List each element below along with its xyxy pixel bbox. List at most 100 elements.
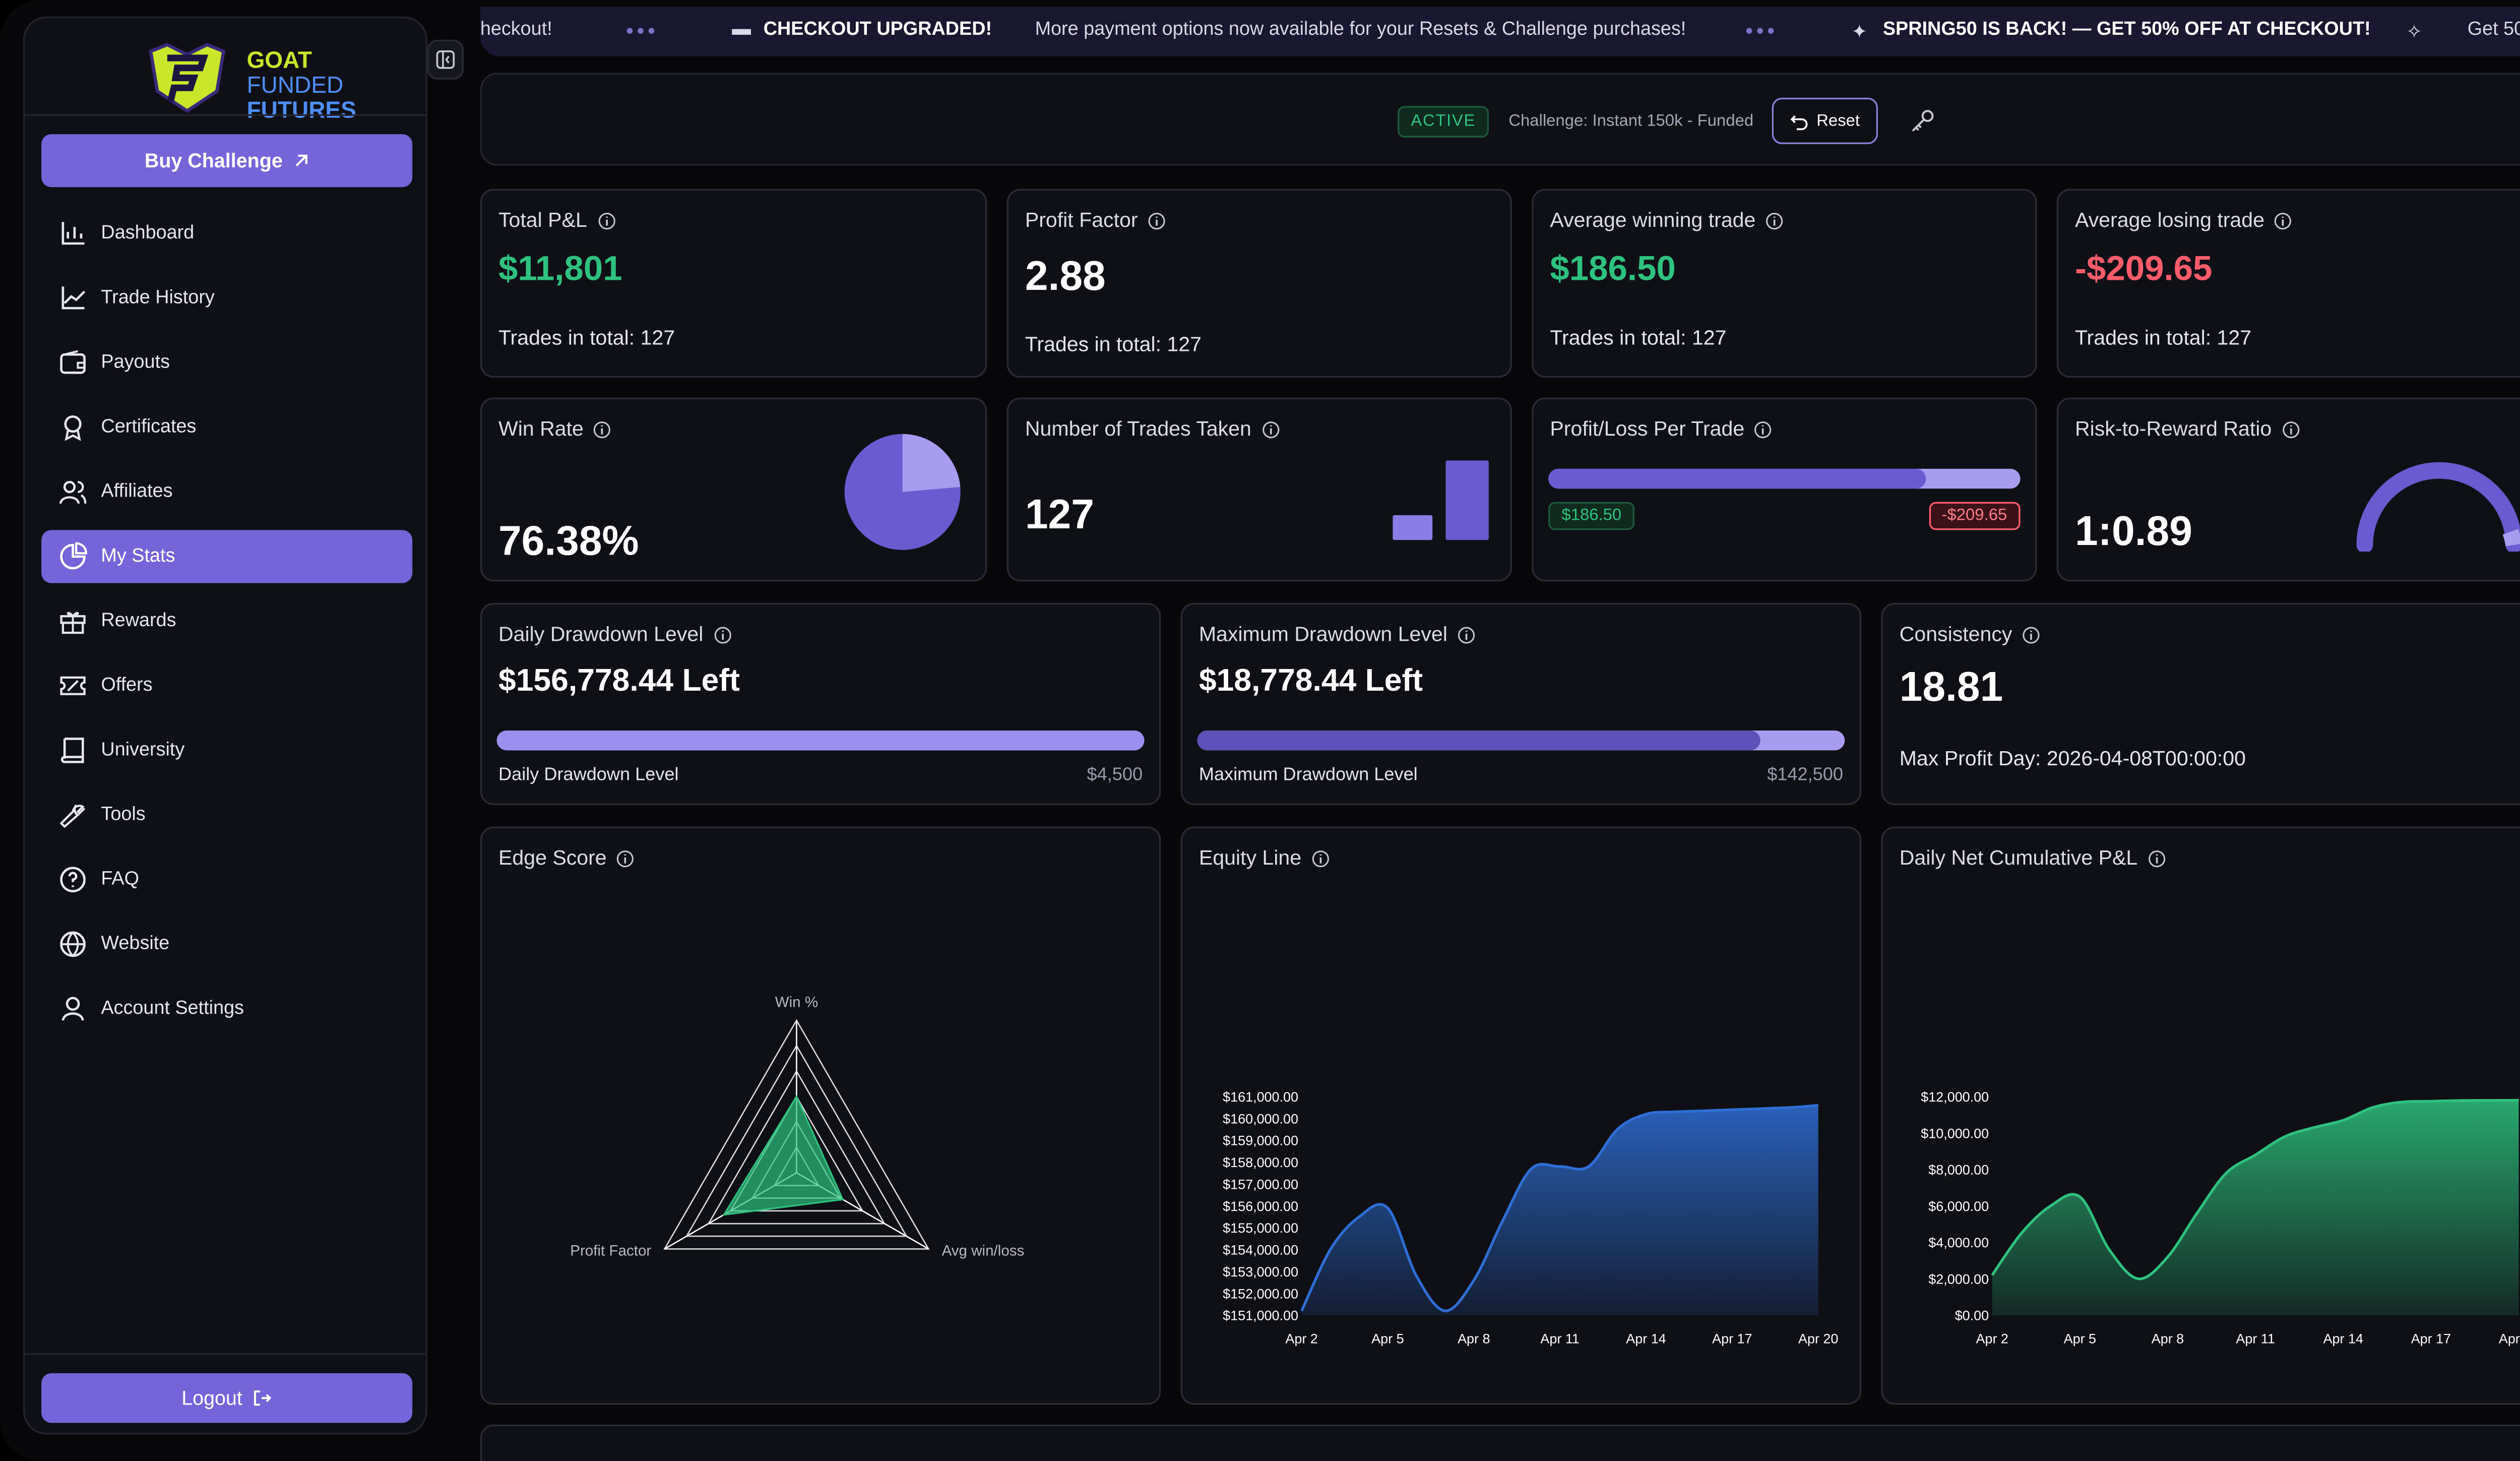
x-tick-label: Apr 5 xyxy=(1371,1331,1404,1347)
sidebar-item-certificates[interactable]: Certificates xyxy=(41,401,412,454)
sidebar-item-my-stats[interactable]: My Stats xyxy=(41,530,413,583)
buy-challenge-button[interactable]: Buy Challenge xyxy=(41,134,413,188)
globe-icon xyxy=(60,931,86,957)
y-tick-label: $152,000.00 xyxy=(1223,1286,1298,1301)
x-tick-label: Apr 5 xyxy=(2064,1331,2096,1347)
avg-loss-subtext: Trades in total: 127 xyxy=(2074,326,2252,350)
sidebar-item-label: My Stats xyxy=(101,546,175,567)
logo[interactable]: GOAT FUNDED FUTURES xyxy=(144,41,376,124)
sidebar-item-dashboard[interactable]: Dashboard xyxy=(41,207,412,260)
consistency-subtext: Max Profit Day: 2026-04-08T00:00:00 xyxy=(1899,747,2246,770)
info-icon[interactable] xyxy=(1262,420,1280,438)
info-icon[interactable] xyxy=(1766,211,1784,229)
ticker-trail-text: Get 50% xyxy=(2467,20,2520,40)
account-status-bar: ACTIVE Challenge: Instant 150k - Funded … xyxy=(480,73,2520,166)
info-icon[interactable] xyxy=(594,420,612,438)
sidebar-item-rewards[interactable]: Rewards xyxy=(41,595,412,648)
goat-logo-icon xyxy=(149,43,226,113)
key-icon[interactable] xyxy=(1909,108,1936,135)
sidebar-item-label: Website xyxy=(101,934,170,954)
radar-grid-ring xyxy=(685,1044,908,1237)
sidebar-item-trade-history[interactable]: Trade History xyxy=(41,272,412,325)
radar-value-area xyxy=(722,1094,844,1216)
sidebar-item-offers[interactable]: Offers xyxy=(41,659,412,712)
ticker-dots-icon: ••• xyxy=(625,18,659,43)
challenge-label: Challenge: Instant 150k - Funded xyxy=(1508,112,1754,131)
collapse-sidebar-button[interactable] xyxy=(427,39,464,80)
pl-ratio-bar xyxy=(1548,468,2021,489)
avg-win-subtext: Trades in total: 127 xyxy=(1550,326,1727,350)
info-icon[interactable] xyxy=(713,625,731,643)
sidebar-item-faq[interactable]: FAQ xyxy=(41,853,412,906)
next-section-card xyxy=(480,1424,2520,1461)
sidebar-item-label: Tools xyxy=(101,805,146,825)
equity-line-card: Equity Line $151,000.00 $152,000.00 $153,0… xyxy=(1180,826,1862,1405)
win-rate-pie xyxy=(844,434,961,550)
sidebar-item-website[interactable]: Website xyxy=(41,918,412,970)
info-icon[interactable] xyxy=(2022,625,2040,643)
info-icon[interactable] xyxy=(2148,849,2166,867)
sidebar-item-tools[interactable]: Tools xyxy=(41,788,412,841)
x-tick-label: Apr 14 xyxy=(1626,1331,1666,1347)
pl-per-trade-card: Profit/Loss Per Trade $186.50 -$209.65 xyxy=(1532,397,2037,582)
reset-button[interactable]: Reset xyxy=(1772,97,1878,144)
radar-axis-label: Avg win/loss xyxy=(942,1243,1025,1259)
info-icon[interactable] xyxy=(2282,420,2300,438)
card-title-text: Maximum Drawdown Level xyxy=(1199,623,1447,646)
sidebar-item-account-settings[interactable]: Account Settings xyxy=(41,982,412,1035)
info-icon[interactable] xyxy=(597,211,615,229)
gauge-arc xyxy=(2356,462,2520,552)
ticker-money-icon: ✧ xyxy=(2406,23,2422,43)
sidebar-item-label: Affiliates xyxy=(101,482,173,502)
sidebar-collapse-icon xyxy=(436,50,455,69)
y-tick-label: $154,000.00 xyxy=(1223,1243,1298,1258)
total-pnl-subtext: Trades in total: 127 xyxy=(498,326,675,350)
x-tick-label: Apr 2 xyxy=(1285,1331,1317,1347)
ticker-lead-text: heckout! xyxy=(480,20,552,40)
cumulative-pnl-chart: $0.00 $2,000.00 $4,000.00 $6,000.00 $8,000.0… xyxy=(1921,1089,2520,1347)
reset-label: Reset xyxy=(1816,111,1860,130)
win-rate-value: 76.38% xyxy=(498,518,639,565)
sidebar-item-label: Rewards xyxy=(101,611,176,631)
announcement-ticker[interactable]: heckout! ••• ▬ CHECKOUT UPGRADED! More p… xyxy=(480,7,2520,56)
info-icon[interactable] xyxy=(1458,625,1476,643)
info-icon[interactable] xyxy=(2275,211,2293,229)
edge-score-radar: Win % Profit Factor Avg win/loss xyxy=(570,994,1025,1259)
trades-bar-1 xyxy=(1393,515,1433,540)
y-tick-label: $0.00 xyxy=(1955,1308,1989,1323)
x-tick-label: Apr 8 xyxy=(2152,1331,2184,1347)
status-badge: ACTIVE xyxy=(1398,106,1489,138)
info-icon[interactable] xyxy=(1148,211,1166,229)
sidebar-item-affiliates[interactable]: Affiliates xyxy=(41,465,412,518)
wrench-icon xyxy=(59,804,86,828)
profit-factor-subtext: Trades in total: 127 xyxy=(1025,333,1202,356)
avg-losing-trade-card: Average losing trade -$209.65 Trades in … xyxy=(2056,189,2520,378)
risk-reward-gauge xyxy=(2356,462,2520,552)
cumulative-pnl-card: Daily Net Cumulative P&L $0.00 $2,000.00 $… xyxy=(1881,826,2520,1405)
trades-taken-value: 127 xyxy=(1025,492,1094,538)
ticker-text-1: More payment options now available for y… xyxy=(1035,20,1686,40)
card-title-text: Risk-to-Reward Ratio xyxy=(2074,417,2272,441)
gauge-arc-tip xyxy=(2502,529,2520,546)
card-title: Daily Net Cumulative P&L xyxy=(1900,846,2166,870)
logout-button[interactable]: Logout xyxy=(41,1373,413,1423)
card-title: Risk-to-Reward Ratio xyxy=(2075,417,2300,441)
y-tick-label: $10,000.00 xyxy=(1921,1126,1989,1141)
logout-label: Logout xyxy=(181,1386,242,1410)
info-icon[interactable] xyxy=(1754,420,1773,438)
x-tick-label: Apr 2 xyxy=(1976,1331,2008,1347)
card-title: Win Rate xyxy=(498,417,612,441)
radar-axis-label: Win % xyxy=(775,994,818,1011)
sidebar-nav: Dashboard Trade History Payouts Certific… xyxy=(41,207,413,1047)
info-icon[interactable] xyxy=(616,849,635,867)
x-tick-label: Apr 17 xyxy=(1712,1331,1752,1347)
sidebar-item-university[interactable]: University xyxy=(41,724,412,777)
series-area xyxy=(1992,1100,2519,1315)
info-icon[interactable] xyxy=(1311,849,1330,867)
win-rate-card: Win Rate 76.38% xyxy=(480,397,987,582)
logo-wordmark: GOAT FUNDED FUTURES xyxy=(247,47,356,123)
sidebar-item-payouts[interactable]: Payouts xyxy=(41,336,412,389)
total-pnl-card: Total P&L $11,801 Trades in total: 127 xyxy=(480,189,987,378)
logout-icon xyxy=(255,1390,272,1406)
